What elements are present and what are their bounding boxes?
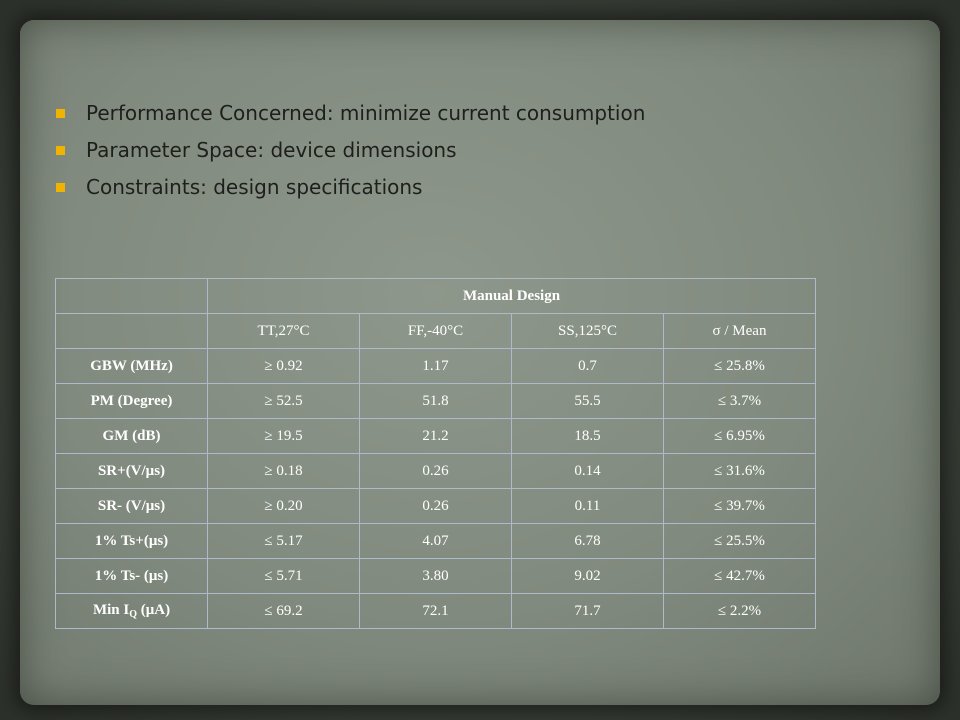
table-cell: 0.14 <box>511 453 664 489</box>
column-header: FF,-40°C <box>359 313 512 349</box>
table-cell: 0.26 <box>359 453 512 489</box>
table-cell: 1.17 <box>359 348 512 384</box>
table-row: SR+(V/μs) ≥ 0.18 0.26 0.14 ≤ 31.6% <box>55 453 816 489</box>
table-row: 1% Ts- (μs) ≤ 5.71 3.80 9.02 ≤ 42.7% <box>55 558 816 594</box>
table-cell: 9.02 <box>511 558 664 594</box>
table-cell: ≤ 42.7% <box>663 558 816 594</box>
table-cell: ≤ 69.2 <box>207 593 360 629</box>
square-bullet-icon <box>56 183 65 192</box>
row-label: 1% Ts+(μs) <box>55 523 208 559</box>
table-cell: ≥ 19.5 <box>207 418 360 454</box>
table-corner-cell <box>55 313 208 349</box>
column-header: TT,27°C <box>207 313 360 349</box>
table-cell: 21.2 <box>359 418 512 454</box>
bullet-item: Constraints: design specifications <box>52 174 645 200</box>
table-cell: 0.7 <box>511 348 664 384</box>
table-cell: ≥ 0.18 <box>207 453 360 489</box>
row-label: 1% Ts- (μs) <box>55 558 208 594</box>
row-label: SR+(V/μs) <box>55 453 208 489</box>
row-label: GM (dB) <box>55 418 208 454</box>
bullet-text: Performance Concerned: minimize current … <box>86 101 646 125</box>
table-row: 1% Ts+(μs) ≤ 5.17 4.07 6.78 ≤ 25.5% <box>55 523 816 559</box>
row-label: PM (Degree) <box>55 383 208 419</box>
table-row: GBW (MHz) ≥ 0.92 1.17 0.7 ≤ 25.8% <box>55 348 816 384</box>
row-label-tail: (μA) <box>136 602 171 618</box>
table-corner-cell <box>55 278 208 314</box>
table-cell: 51.8 <box>359 383 512 419</box>
row-label: GBW (MHz) <box>55 348 208 384</box>
table-row: GM (dB) ≥ 19.5 21.2 18.5 ≤ 6.95% <box>55 418 816 454</box>
table-cell: 72.1 <box>359 593 512 629</box>
table-row: Min IQ (μA) ≤ 69.2 72.1 71.7 ≤ 2.2% <box>55 593 816 629</box>
table-cell: 0.26 <box>359 488 512 524</box>
bullet-text: Parameter Space: device dimensions <box>86 138 457 162</box>
table-cell: ≤ 25.8% <box>663 348 816 384</box>
square-bullet-icon <box>56 146 65 155</box>
bullet-item: Parameter Space: device dimensions <box>52 137 645 163</box>
table-cell: ≤ 6.95% <box>663 418 816 454</box>
table-cell: ≤ 39.7% <box>663 488 816 524</box>
table-cell: 3.80 <box>359 558 512 594</box>
column-header: σ / Mean <box>663 313 816 349</box>
square-bullet-icon <box>56 109 65 118</box>
bullet-item: Performance Concerned: minimize current … <box>52 100 645 126</box>
table-row: SR- (V/μs) ≥ 0.20 0.26 0.11 ≤ 39.7% <box>55 488 816 524</box>
table-cell: 71.7 <box>511 593 664 629</box>
row-label: SR- (V/μs) <box>55 488 208 524</box>
table-cell: ≥ 52.5 <box>207 383 360 419</box>
spec-table: Manual Design TT,27°C FF,-40°C SS,125°C … <box>55 278 816 629</box>
table-cell: 55.5 <box>511 383 664 419</box>
table-cell: ≤ 5.71 <box>207 558 360 594</box>
table-header-group-row: Manual Design <box>55 278 816 314</box>
bullet-text: Constraints: design specifications <box>86 175 423 199</box>
table-cell: ≤ 2.2% <box>663 593 816 629</box>
table-cell: ≥ 0.92 <box>207 348 360 384</box>
table-column-header-row: TT,27°C FF,-40°C SS,125°C σ / Mean <box>55 313 816 349</box>
row-label-main: Min I <box>92 602 130 618</box>
row-label-subscript: Q <box>129 609 137 620</box>
table-cell: ≥ 0.20 <box>207 488 360 524</box>
table-cell: ≤ 25.5% <box>663 523 816 559</box>
table-cell: ≤ 31.6% <box>663 453 816 489</box>
table-row: PM (Degree) ≥ 52.5 51.8 55.5 ≤ 3.7% <box>55 383 816 419</box>
table-group-header: Manual Design <box>207 278 816 314</box>
bullet-list: Performance Concerned: minimize current … <box>52 100 645 211</box>
table-cell: 18.5 <box>511 418 664 454</box>
table-cell: 4.07 <box>359 523 512 559</box>
table-cell: ≤ 5.17 <box>207 523 360 559</box>
table-cell: 6.78 <box>511 523 664 559</box>
table-cell: ≤ 3.7% <box>663 383 816 419</box>
row-label: Min IQ (μA) <box>55 593 208 629</box>
table-cell: 0.11 <box>511 488 664 524</box>
column-header: SS,125°C <box>511 313 664 349</box>
